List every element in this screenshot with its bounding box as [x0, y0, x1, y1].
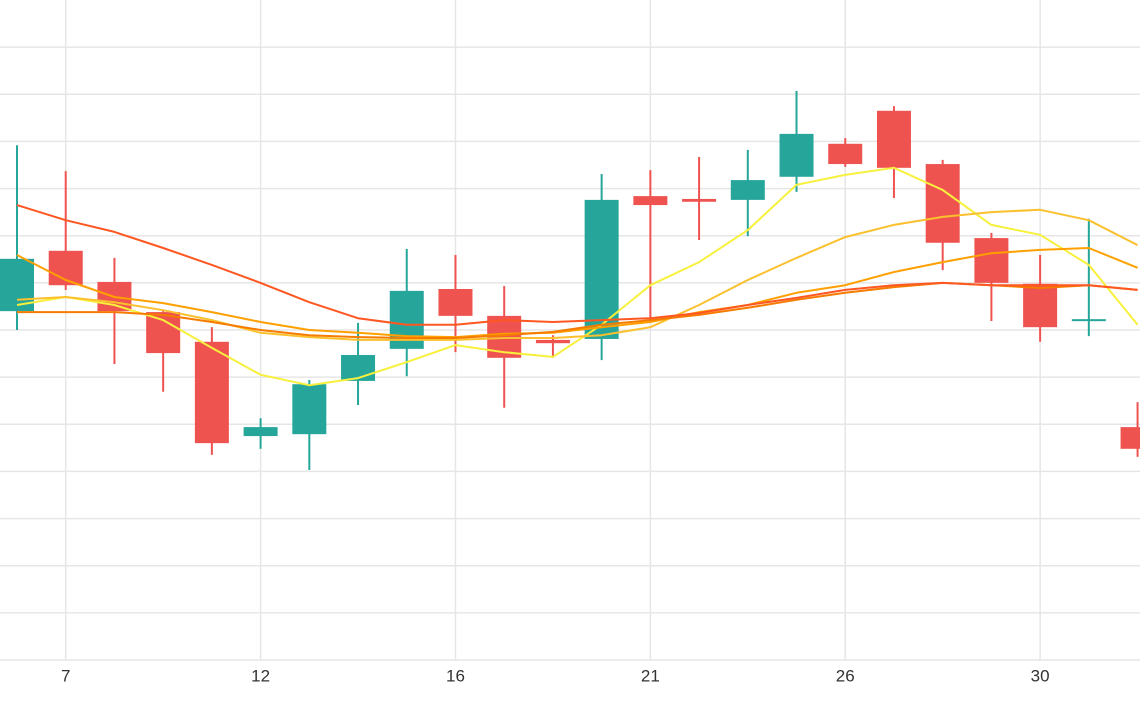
candle-body — [146, 312, 181, 354]
x-axis: 7 12 16 21 26 30 — [61, 666, 1050, 685]
moving-average-line — [16, 247, 1138, 339]
x-tick-label: 7 — [61, 666, 70, 685]
candle-body — [438, 288, 473, 316]
candle-body — [292, 384, 327, 435]
candle-body — [974, 238, 1009, 283]
candle-body — [1023, 283, 1058, 328]
moving-average-line — [16, 208, 1139, 341]
plot-area — [0, 90, 1140, 471]
candle-body — [243, 427, 278, 437]
candle-body — [925, 164, 960, 243]
candle-body — [682, 198, 717, 202]
x-tick-label: 21 — [641, 666, 660, 685]
candle-body — [730, 180, 765, 200]
grid — [0, 0, 1140, 661]
candle-body — [633, 196, 668, 206]
candle-body — [876, 110, 911, 168]
candle-body — [828, 143, 863, 165]
x-tick-label: 26 — [836, 666, 855, 685]
moving-average-line — [16, 166, 1139, 387]
x-tick-label: 30 — [1031, 666, 1050, 685]
candle-body — [535, 339, 570, 344]
x-tick-label: 12 — [251, 666, 270, 685]
candle-body — [194, 341, 229, 444]
candle-body — [779, 133, 814, 177]
candle-body — [1071, 319, 1106, 322]
moving-average-line — [16, 204, 1138, 326]
candle-body — [1120, 427, 1140, 449]
candle-body — [584, 199, 619, 339]
x-tick-label: 16 — [446, 666, 465, 685]
candle-body — [341, 354, 376, 381]
